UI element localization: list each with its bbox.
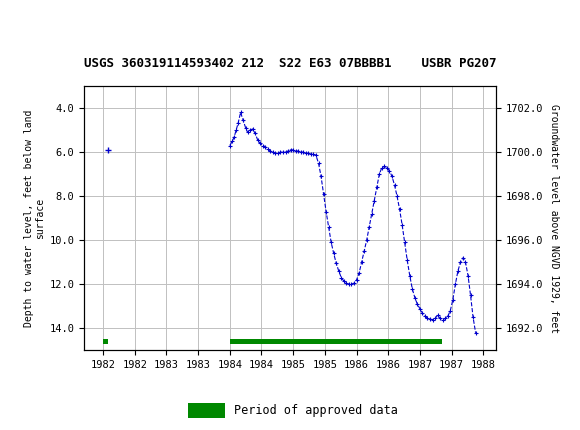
Bar [103,339,108,344]
Y-axis label: Groundwater level above NGVD 1929, feet: Groundwater level above NGVD 1929, feet [549,104,559,333]
FancyBboxPatch shape [188,403,225,418]
Bar [230,339,442,344]
Y-axis label: Depth to water level, feet below land
surface: Depth to water level, feet below land su… [24,110,45,327]
Text: Period of approved data: Period of approved data [234,404,398,417]
Text: USGS: USGS [90,14,145,31]
Text: USGS 360319114593402 212  S22 E63 07BBBB1    USBR PG207: USGS 360319114593402 212 S22 E63 07BBBB1… [84,57,496,70]
